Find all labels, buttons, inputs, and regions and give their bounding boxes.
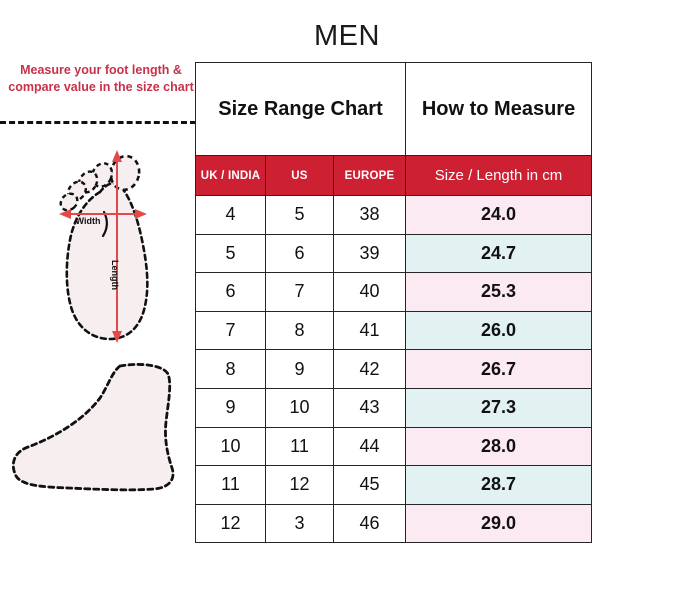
- width-arrow-head-left: [59, 209, 71, 219]
- table-header-row: UK / INDIA US EUROPE Size / Length in cm: [195, 155, 593, 196]
- length-arrow-head-top: [112, 150, 122, 162]
- cell-eu: 44: [332, 426, 407, 467]
- cell-cm: 24.7: [405, 233, 593, 274]
- page-title: MEN: [314, 20, 380, 52]
- cell-cm: 27.3: [405, 387, 593, 428]
- cell-uk: 12: [195, 503, 266, 544]
- cell-uk: 4: [195, 195, 266, 235]
- cell-cm: 28.0: [405, 426, 593, 467]
- cell-cm: 29.0: [405, 503, 593, 544]
- cell-eu: 40: [332, 272, 407, 312]
- column-header-size-length-cm: Size / Length in cm: [405, 155, 593, 196]
- cell-cm: 28.7: [405, 465, 593, 505]
- table-row: 10 11 44 28.0: [195, 426, 593, 467]
- cell-eu: 41: [332, 310, 407, 351]
- cell-cm: 26.7: [405, 349, 593, 389]
- cell-eu: 46: [332, 503, 407, 544]
- cell-uk: 8: [195, 349, 266, 389]
- width-label: Width: [76, 216, 101, 226]
- dashed-divider: [0, 121, 196, 124]
- cell-us: 7: [265, 272, 334, 312]
- table-row: 8 9 42 26.7: [195, 349, 593, 389]
- cell-us: 6: [265, 233, 334, 274]
- cell-us: 3: [265, 503, 334, 544]
- cell-cm: 25.3: [405, 272, 593, 312]
- cell-eu: 38: [332, 195, 407, 235]
- cell-uk: 11: [195, 465, 266, 505]
- cell-cm: 24.0: [405, 195, 593, 235]
- cell-us: 10: [265, 387, 334, 428]
- table-section-title-row: Size Range Chart How to Measure: [194, 62, 593, 156]
- length-label: Length: [110, 260, 120, 290]
- cell-uk: 10: [195, 426, 266, 467]
- table-row: 12 3 46 29.0: [195, 503, 593, 544]
- column-header-us: US: [265, 155, 334, 196]
- cell-us: 8: [265, 310, 334, 351]
- table-row: 4 5 38 24.0: [195, 195, 593, 235]
- table-row: 6 7 40 25.3: [195, 272, 593, 312]
- cell-eu: 43: [332, 387, 407, 428]
- cell-eu: 45: [332, 465, 407, 505]
- cell-uk: 6: [195, 272, 266, 312]
- table-row: 9 10 43 27.3: [195, 387, 593, 428]
- cell-uk: 5: [195, 233, 266, 274]
- cell-us: 12: [265, 465, 334, 505]
- cell-uk: 7: [195, 310, 266, 351]
- size-range-table: Size Range Chart How to Measure UK / IND…: [194, 62, 593, 544]
- cell-us: 11: [265, 426, 334, 467]
- table-row: 5 6 39 24.7: [195, 233, 593, 274]
- table-row: 7 8 41 26.0: [195, 310, 593, 351]
- section-title-size-range: Size Range Chart: [194, 62, 407, 156]
- cell-uk: 9: [195, 387, 266, 428]
- toe-5: [59, 192, 79, 212]
- column-header-uk-india: UK / INDIA: [195, 155, 266, 196]
- cell-eu: 42: [332, 349, 407, 389]
- foot-profile-diagram: [8, 352, 190, 505]
- cell-cm: 26.0: [405, 310, 593, 351]
- width-arrow-head-right: [135, 209, 147, 219]
- cell-us: 9: [265, 349, 334, 389]
- cell-us: 5: [265, 195, 334, 235]
- section-title-how-to-measure: How to Measure: [405, 62, 593, 156]
- table-row: 11 12 45 28.7: [195, 465, 593, 505]
- cell-eu: 39: [332, 233, 407, 274]
- sole-outline: [65, 181, 149, 341]
- foot-sole-diagram: Width Length: [38, 140, 188, 350]
- measure-instruction-text: Measure your foot length & compare value…: [8, 63, 194, 94]
- profile-outline: [11, 363, 175, 492]
- column-header-europe: EUROPE: [332, 155, 407, 196]
- length-arrow-head-bottom: [112, 331, 122, 343]
